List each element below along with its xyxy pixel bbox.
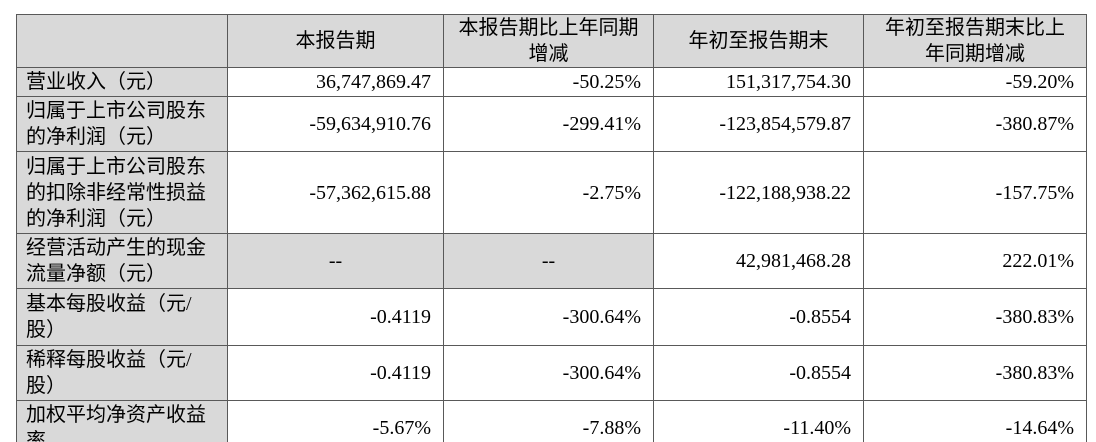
- column-header-current-period-yoy-change: 本报告期比上年同期 增减: [443, 14, 654, 68]
- table-row-net-profit-excl-nonrecurring: 归属于上市公司股东 的扣除非经常性损益 的净利润（元） -57,362,615.…: [16, 151, 1087, 234]
- cell-value: -300.64%: [443, 288, 654, 346]
- cell-value: -380.87%: [863, 96, 1087, 152]
- cell-value: -123,854,579.87: [653, 96, 864, 152]
- column-header-ytd-yoy-change: 年初至报告期末比上 年同期增减: [863, 14, 1087, 68]
- cell-value: --: [443, 233, 654, 289]
- table-row-operating-cash-flow: 经营活动产生的现金 流量净额（元） -- -- 42,981,468.28 22…: [16, 233, 1087, 289]
- row-label: 稀释每股收益（元/ 股）: [16, 345, 228, 401]
- cell-value: -299.41%: [443, 96, 654, 152]
- cell-value: 222.01%: [863, 233, 1087, 289]
- cell-value: --: [227, 233, 444, 289]
- row-label: 经营活动产生的现金 流量净额（元）: [16, 233, 228, 289]
- column-header-current-period: 本报告期: [227, 14, 444, 68]
- column-header-year-to-date: 年初至报告期末: [653, 14, 864, 68]
- column-header-indicator: [16, 14, 228, 68]
- row-label: 归属于上市公司股东 的净利润（元）: [16, 96, 228, 152]
- header-row: 本报告期 本报告期比上年同期 增减 年初至报告期末 年初至报告期末比上 年同期增…: [16, 14, 1087, 68]
- cell-value: -157.75%: [863, 151, 1087, 234]
- row-label: 归属于上市公司股东 的扣除非经常性损益 的净利润（元）: [16, 151, 228, 234]
- row-label: 营业收入（元）: [16, 67, 228, 97]
- cell-value: -380.83%: [863, 288, 1087, 346]
- row-label: 加权平均净资产收益 率: [16, 400, 228, 442]
- cell-value: -0.8554: [653, 345, 864, 401]
- table-row-operating-revenue: 营业收入（元） 36,747,869.47 -50.25% 151,317,75…: [16, 67, 1087, 97]
- cell-value: -0.4119: [227, 345, 444, 401]
- cell-value: -300.64%: [443, 345, 654, 401]
- table-row-weighted-avg-roe: 加权平均净资产收益 率 -5.67% -7.88% -11.40% -14.64…: [16, 400, 1087, 442]
- cell-value: -0.8554: [653, 288, 864, 346]
- cell-value: -59.20%: [863, 67, 1087, 97]
- cell-value: -57,362,615.88: [227, 151, 444, 234]
- table-row-diluted-eps: 稀释每股收益（元/ 股） -0.4119 -300.64% -0.8554 -3…: [16, 345, 1087, 401]
- cell-value: -11.40%: [653, 400, 864, 442]
- table-row-basic-eps: 基本每股收益（元/ 股） -0.4119 -300.64% -0.8554 -3…: [16, 288, 1087, 346]
- cell-value: -2.75%: [443, 151, 654, 234]
- financial-summary-table: 本报告期 本报告期比上年同期 增减 年初至报告期末 年初至报告期末比上 年同期增…: [16, 14, 1087, 442]
- cell-value: -50.25%: [443, 67, 654, 97]
- cell-value: -5.67%: [227, 400, 444, 442]
- cell-value: -0.4119: [227, 288, 444, 346]
- cell-value: 151,317,754.30: [653, 67, 864, 97]
- cell-value: 42,981,468.28: [653, 233, 864, 289]
- cell-value: -122,188,938.22: [653, 151, 864, 234]
- cell-value: -380.83%: [863, 345, 1087, 401]
- cell-value: -14.64%: [863, 400, 1087, 442]
- cell-value: 36,747,869.47: [227, 67, 444, 97]
- row-label: 基本每股收益（元/ 股）: [16, 288, 228, 346]
- cell-value: -59,634,910.76: [227, 96, 444, 152]
- table-row-net-profit: 归属于上市公司股东 的净利润（元） -59,634,910.76 -299.41…: [16, 96, 1087, 152]
- cell-value: -7.88%: [443, 400, 654, 442]
